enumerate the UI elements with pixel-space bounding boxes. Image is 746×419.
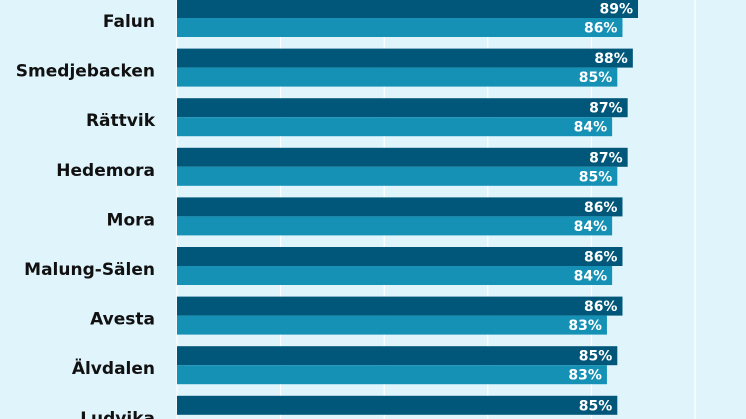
bar-series-2 — [177, 67, 618, 87]
value-label: 85% — [579, 169, 613, 185]
category-label: Ludvika — [80, 409, 155, 419]
bar-series-1 — [177, 247, 623, 266]
label-layer: Falun 89% 86% Smedjebacken 88% 85% Rättvik 87% 8… — [16, 2, 633, 419]
value-label: 88% — [594, 51, 628, 67]
value-label: 83% — [568, 318, 602, 334]
value-label: 86% — [584, 200, 618, 216]
bar-series-2 — [177, 365, 607, 385]
value-label: 86% — [584, 299, 618, 315]
value-label: 86% — [584, 250, 618, 266]
bar-series-2 — [177, 18, 623, 37]
value-label: 83% — [568, 368, 602, 384]
value-label: 86% — [584, 21, 618, 37]
value-label: 87% — [589, 101, 623, 117]
bar-series-1 — [177, 48, 633, 68]
bar-series-2 — [177, 216, 613, 236]
value-label: 89% — [600, 2, 634, 18]
value-label: 85% — [579, 70, 613, 86]
bar-series-1 — [177, 346, 618, 366]
bar-series-1 — [177, 197, 623, 217]
bar-series-1 — [177, 296, 623, 316]
bar-series-2 — [177, 166, 618, 186]
bar-series-1 — [177, 147, 628, 167]
category-label: Smedjebacken — [16, 62, 155, 82]
category-label: Rättvik — [86, 111, 156, 131]
category-label: Malung-Sälen — [24, 260, 155, 280]
value-label: 84% — [574, 120, 608, 136]
category-label: Hedemora — [56, 161, 155, 181]
category-label: Avesta — [90, 310, 155, 330]
bar-layer — [177, 0, 639, 415]
category-label: Mora — [107, 210, 155, 230]
bar-series-1 — [177, 0, 639, 18]
bar-series-2 — [177, 315, 607, 335]
bar-series-2 — [177, 266, 613, 285]
category-label: Älvdalen — [72, 357, 155, 379]
value-label: 85% — [579, 398, 613, 414]
value-label: 85% — [579, 349, 613, 365]
value-label: 84% — [574, 219, 608, 235]
bar-series-1 — [177, 98, 628, 118]
bar-series-1 — [177, 395, 618, 415]
value-label: 84% — [574, 269, 608, 285]
value-label: 87% — [589, 150, 623, 166]
category-label: Falun — [103, 12, 155, 32]
bar-series-2 — [177, 117, 613, 137]
